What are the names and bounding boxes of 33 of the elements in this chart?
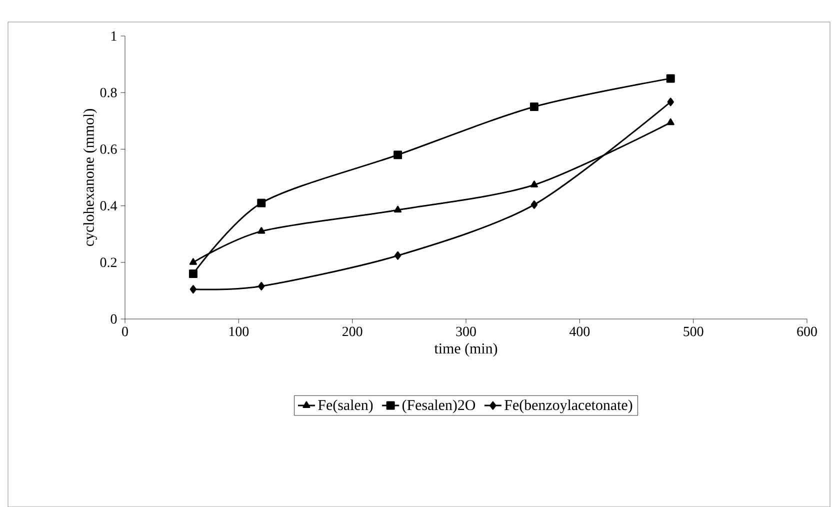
point xyxy=(258,227,266,234)
point xyxy=(188,269,198,278)
legend-label: Fe(salen) xyxy=(318,400,373,414)
x-tick-label: 400 xyxy=(569,326,590,336)
point xyxy=(530,200,538,209)
y-tick-label: 0.4 xyxy=(100,201,118,211)
x-tick-label: 600 xyxy=(797,326,817,336)
x-tick-label: 300 xyxy=(456,326,476,336)
legend-label: (Fesalen)2O xyxy=(402,400,476,414)
y-tick-label: 0.6 xyxy=(100,144,117,154)
legend-label: Fe(benzoylacetonate) xyxy=(504,400,632,414)
y-tick-label: 1 xyxy=(111,31,116,41)
point xyxy=(530,102,538,111)
x-tick-label: 500 xyxy=(684,326,704,336)
y-axis-title: cyclohexanone (mmol) xyxy=(83,109,97,246)
point xyxy=(257,198,266,208)
x-tick-label: 0 xyxy=(122,326,128,336)
point xyxy=(258,282,265,290)
point xyxy=(666,118,674,126)
point xyxy=(667,98,674,106)
point xyxy=(394,150,402,160)
point xyxy=(189,258,197,265)
x-tick-label: 100 xyxy=(229,326,249,336)
point xyxy=(666,74,675,83)
y-tick-label: 0 xyxy=(110,314,117,324)
y-tick-label: 0.2 xyxy=(100,258,116,268)
point xyxy=(190,285,197,294)
x-tick-label: 200 xyxy=(342,326,362,336)
point xyxy=(394,251,402,260)
point xyxy=(394,206,402,213)
x-axis-title: time (min) xyxy=(434,343,498,357)
point xyxy=(530,180,538,188)
y-tick-label: 0.8 xyxy=(100,88,117,98)
